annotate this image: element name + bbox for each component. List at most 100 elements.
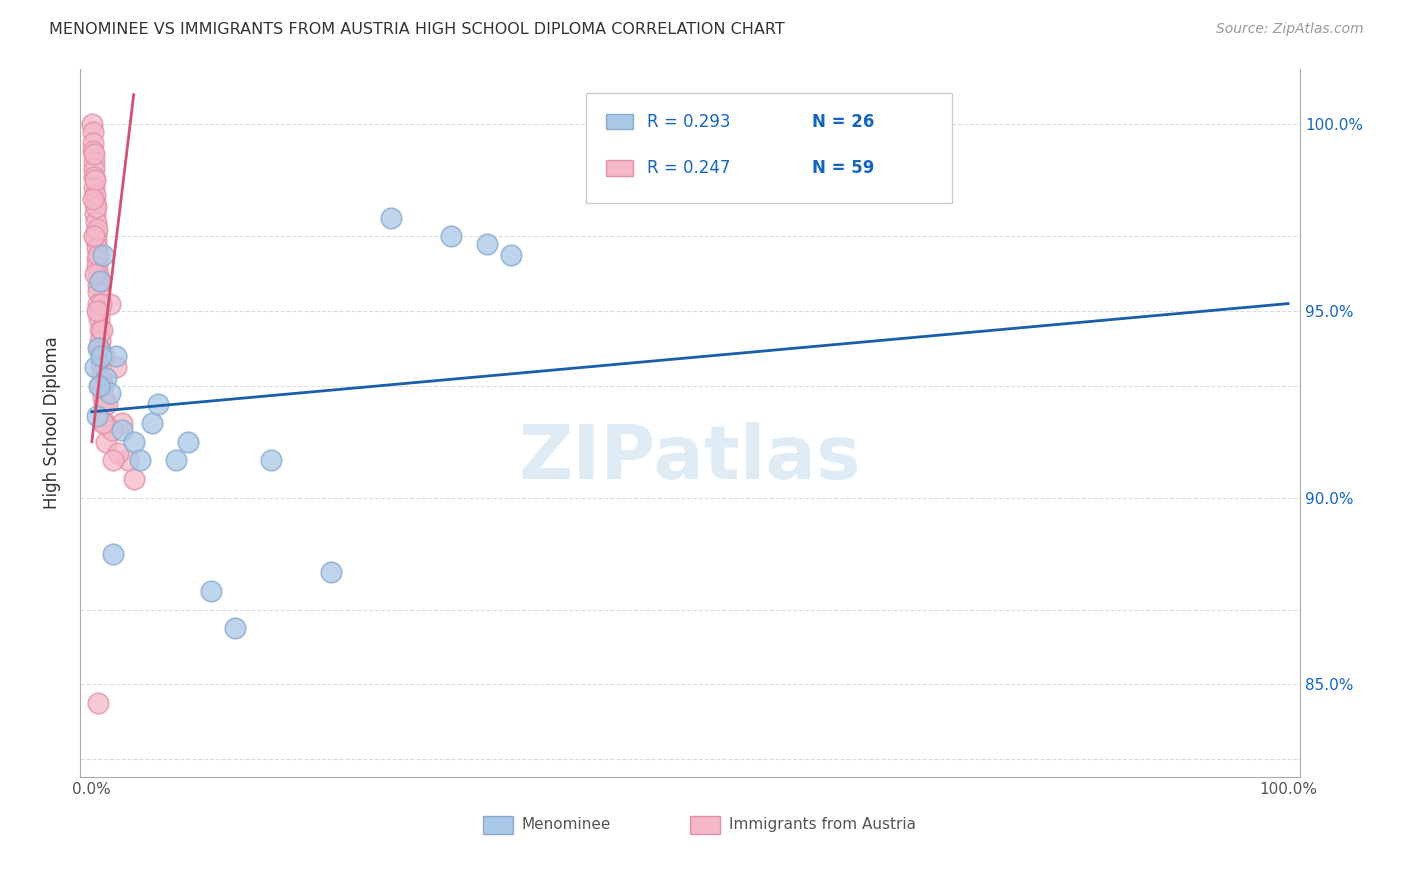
Point — [86, 233, 108, 247]
Point — [87, 277, 110, 292]
FancyBboxPatch shape — [690, 816, 720, 834]
Point — [82, 118, 104, 132]
Point — [84, 207, 107, 221]
Point — [89, 334, 111, 348]
Point — [200, 583, 222, 598]
Point — [91, 368, 114, 382]
Point — [104, 359, 127, 374]
Point — [87, 296, 110, 310]
Point — [224, 621, 246, 635]
Point — [87, 248, 110, 262]
Point — [122, 434, 145, 449]
Point — [94, 416, 117, 430]
Text: R = 0.293: R = 0.293 — [647, 112, 731, 131]
Point — [87, 696, 110, 710]
Point — [89, 274, 111, 288]
Point — [475, 236, 498, 251]
Point — [87, 342, 110, 356]
Point — [96, 371, 118, 385]
Point — [141, 416, 163, 430]
Point — [101, 424, 124, 438]
Point — [86, 252, 108, 266]
Point — [103, 453, 125, 467]
Point — [319, 566, 342, 580]
Point — [90, 349, 112, 363]
Text: Immigrants from Austria: Immigrants from Austria — [728, 817, 915, 832]
Point — [380, 211, 402, 225]
Text: R = 0.247: R = 0.247 — [647, 159, 731, 177]
Point — [93, 349, 115, 363]
Text: Source: ZipAtlas.com: Source: ZipAtlas.com — [1216, 22, 1364, 37]
Point — [96, 397, 118, 411]
Point — [91, 378, 114, 392]
Point — [499, 248, 522, 262]
Point — [87, 304, 110, 318]
Point — [128, 453, 150, 467]
Point — [86, 267, 108, 281]
Point — [440, 229, 463, 244]
Point — [83, 169, 105, 184]
Point — [90, 345, 112, 359]
Point — [87, 311, 110, 326]
Point — [86, 222, 108, 236]
Point — [83, 181, 105, 195]
Point — [87, 342, 110, 356]
Point — [86, 260, 108, 274]
Point — [98, 296, 121, 310]
Point — [165, 453, 187, 467]
Point — [91, 248, 114, 262]
Point — [90, 356, 112, 370]
Point — [83, 229, 105, 244]
Y-axis label: High School Diploma: High School Diploma — [44, 336, 60, 509]
Point — [111, 424, 134, 438]
Point — [82, 192, 104, 206]
FancyBboxPatch shape — [482, 816, 513, 834]
Text: MENOMINEE VS IMMIGRANTS FROM AUSTRIA HIGH SCHOOL DIPLOMA CORRELATION CHART: MENOMINEE VS IMMIGRANTS FROM AUSTRIA HIG… — [49, 22, 785, 37]
Point — [176, 434, 198, 449]
Point — [83, 147, 105, 161]
Text: Menominee: Menominee — [522, 817, 612, 832]
Point — [93, 397, 115, 411]
Point — [84, 195, 107, 210]
Point — [89, 378, 111, 392]
Point — [90, 296, 112, 310]
FancyBboxPatch shape — [606, 160, 633, 176]
Text: ZIPatlas: ZIPatlas — [519, 422, 862, 495]
Point — [96, 434, 118, 449]
Point — [87, 378, 110, 392]
Text: N = 26: N = 26 — [811, 112, 875, 131]
Point — [83, 162, 105, 177]
Point — [83, 173, 105, 187]
Point — [82, 136, 104, 150]
Point — [84, 359, 107, 374]
Point — [107, 446, 129, 460]
Point — [84, 226, 107, 240]
Point — [111, 416, 134, 430]
Point — [117, 453, 139, 467]
Point — [91, 416, 114, 430]
Point — [86, 304, 108, 318]
Point — [260, 453, 283, 467]
Point — [84, 267, 107, 281]
Point — [89, 323, 111, 337]
Point — [87, 285, 110, 300]
Point — [98, 386, 121, 401]
Point — [83, 154, 105, 169]
Point — [82, 125, 104, 139]
Point — [86, 241, 108, 255]
Point — [103, 547, 125, 561]
Point — [104, 349, 127, 363]
Point — [91, 390, 114, 404]
FancyBboxPatch shape — [606, 114, 633, 129]
Point — [82, 144, 104, 158]
Point — [91, 323, 114, 337]
Text: N = 59: N = 59 — [811, 159, 875, 177]
Point — [86, 409, 108, 423]
Point — [122, 472, 145, 486]
Point — [84, 214, 107, 228]
Point — [84, 200, 107, 214]
Point — [83, 188, 105, 202]
FancyBboxPatch shape — [586, 94, 952, 203]
Point — [146, 397, 169, 411]
Point — [89, 274, 111, 288]
